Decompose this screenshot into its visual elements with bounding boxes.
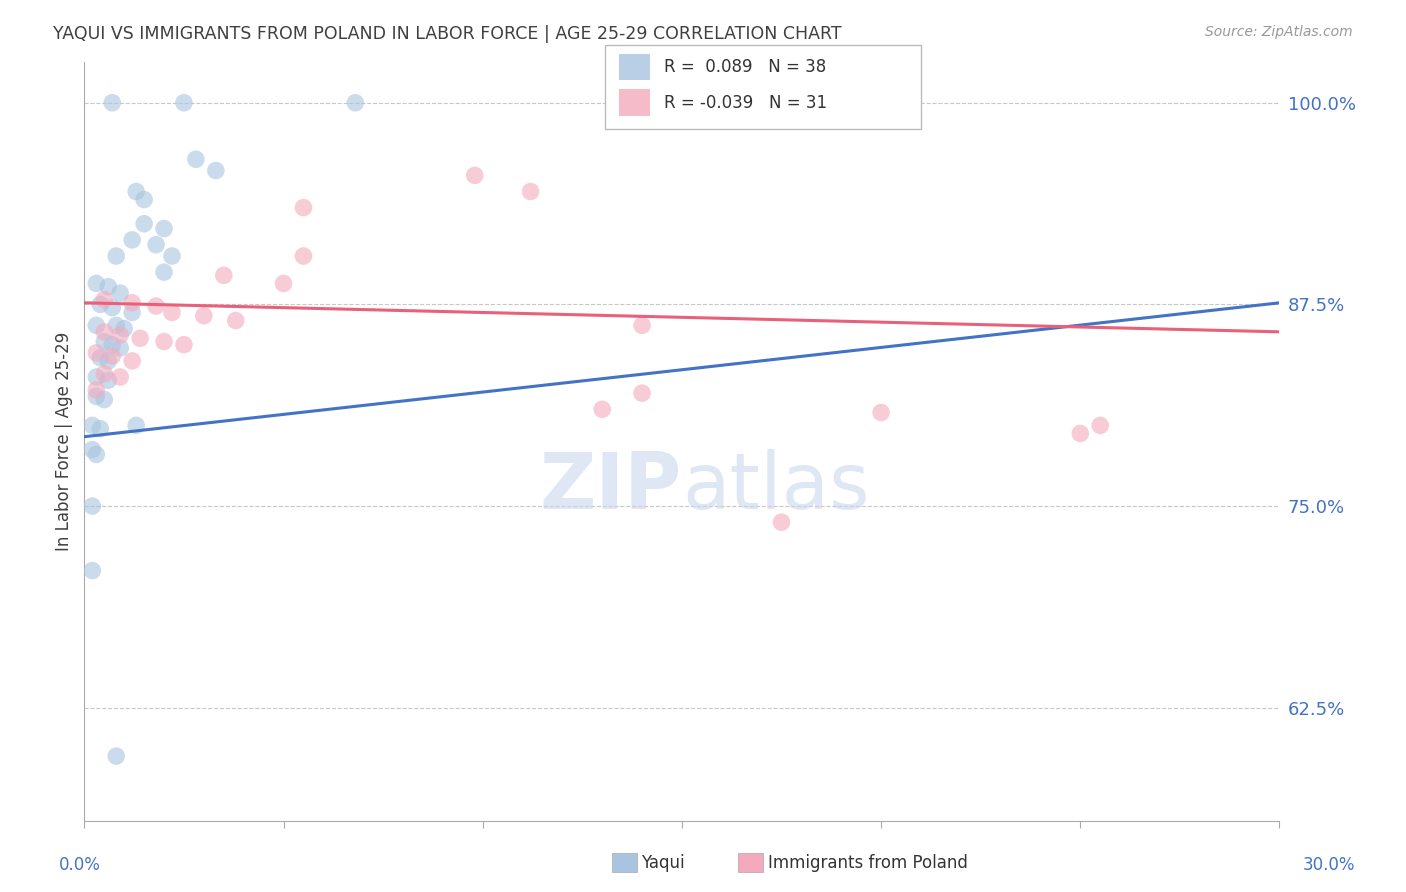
Point <box>86 277 108 291</box>
Point <box>129 331 152 345</box>
Point <box>105 318 128 333</box>
Text: Yaqui: Yaqui <box>641 854 685 871</box>
Point <box>93 334 115 349</box>
Point <box>82 564 104 578</box>
Point <box>464 169 486 183</box>
Point <box>89 422 111 436</box>
Text: atlas: atlas <box>682 449 869 525</box>
Point <box>160 249 183 263</box>
Point <box>110 328 132 343</box>
Point <box>153 265 176 279</box>
Point <box>89 297 111 311</box>
Point <box>193 309 215 323</box>
Point <box>591 402 613 417</box>
Text: YAQUI VS IMMIGRANTS FROM POLAND IN LABOR FORCE | AGE 25-29 CORRELATION CHART: YAQUI VS IMMIGRANTS FROM POLAND IN LABOR… <box>53 25 842 43</box>
Text: 0.0%: 0.0% <box>59 856 101 874</box>
Point <box>121 233 143 247</box>
Point <box>851 95 873 110</box>
Point <box>125 185 148 199</box>
Point <box>145 299 167 313</box>
Point <box>101 301 124 315</box>
Text: Source: ZipAtlas.com: Source: ZipAtlas.com <box>1205 25 1353 39</box>
Point <box>132 217 156 231</box>
Point <box>160 305 183 319</box>
Point <box>105 749 128 764</box>
Point <box>292 249 315 263</box>
Point <box>121 305 143 319</box>
Point <box>519 185 541 199</box>
Point <box>110 341 132 355</box>
Point <box>93 293 115 307</box>
Point <box>225 313 247 327</box>
Point <box>132 193 156 207</box>
Point <box>125 418 148 433</box>
Point <box>105 249 128 263</box>
Point <box>82 442 104 457</box>
Point <box>86 370 108 384</box>
Text: 30.0%: 30.0% <box>1302 856 1355 874</box>
Point <box>292 201 315 215</box>
Point <box>82 499 104 513</box>
Point <box>145 237 167 252</box>
Point <box>82 418 104 433</box>
Point <box>93 325 115 339</box>
Point <box>110 370 132 384</box>
Point <box>870 405 893 419</box>
Point <box>212 268 235 283</box>
Point <box>101 95 124 110</box>
Point <box>86 389 108 403</box>
Point <box>86 318 108 333</box>
Point <box>93 367 115 381</box>
Point <box>173 337 195 351</box>
Point <box>86 346 108 360</box>
Point <box>770 515 793 529</box>
Point <box>86 447 108 461</box>
Point <box>344 95 367 110</box>
Point <box>273 277 295 291</box>
Point <box>184 153 207 167</box>
Y-axis label: In Labor Force | Age 25-29: In Labor Force | Age 25-29 <box>55 332 73 551</box>
Point <box>93 392 115 407</box>
Point <box>631 386 654 401</box>
Point <box>121 295 143 310</box>
Point <box>97 354 120 368</box>
Point <box>89 351 111 365</box>
Point <box>173 95 195 110</box>
Point <box>121 354 143 368</box>
Point <box>97 373 120 387</box>
Point <box>97 279 120 293</box>
Point <box>101 349 124 363</box>
Point <box>1090 418 1112 433</box>
Point <box>205 163 228 178</box>
Point <box>1069 426 1091 441</box>
Text: Immigrants from Poland: Immigrants from Poland <box>768 854 967 871</box>
Text: R = -0.039   N = 31: R = -0.039 N = 31 <box>664 94 827 112</box>
Point <box>112 321 135 335</box>
Point <box>101 337 124 351</box>
Text: R =  0.089   N = 38: R = 0.089 N = 38 <box>664 58 825 76</box>
Text: ZIP: ZIP <box>540 449 682 525</box>
Point <box>153 334 176 349</box>
Point <box>153 221 176 235</box>
Point <box>110 286 132 301</box>
Point <box>631 318 654 333</box>
Point <box>86 383 108 397</box>
